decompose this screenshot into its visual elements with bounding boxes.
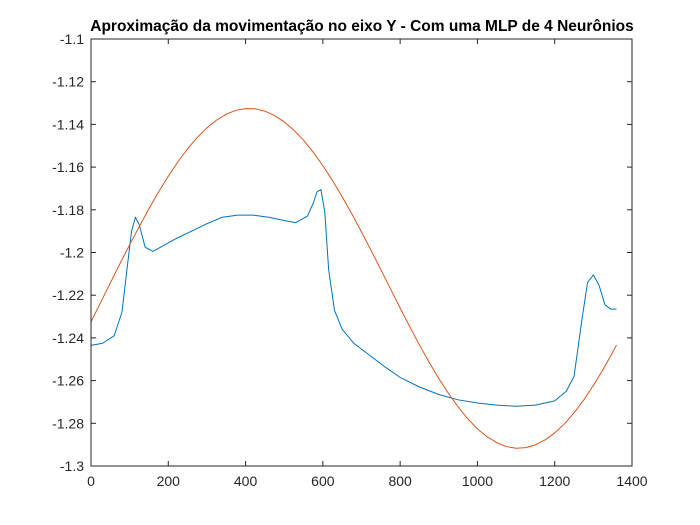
x-tick-label: 400 <box>234 473 258 489</box>
y-tick-label: -1.22 <box>52 287 84 303</box>
y-tick-label: -1.24 <box>52 330 84 346</box>
y-tick-label: -1.26 <box>52 373 84 389</box>
y-tick-label: -1.14 <box>52 116 84 132</box>
series-line-1 <box>90 189 617 407</box>
plot-area <box>91 39 632 466</box>
chart-title: Aproximação da movimentação no eixo Y - … <box>90 18 634 35</box>
series-layer <box>90 108 617 449</box>
y-tick-label: -1.18 <box>52 202 84 218</box>
series-line-2 <box>90 108 617 449</box>
x-tick-label: 1400 <box>616 473 647 489</box>
axes-layer: 0 200 400 600 800 1000 1200 1400 -1.3 -1.28 -1.26 -… <box>52 31 648 489</box>
y-tick-label: -1.2 <box>60 245 84 261</box>
y-tick-label: -1.12 <box>52 74 84 90</box>
y-tick-label: -1.3 <box>60 458 84 474</box>
x-tick-label: 1000 <box>462 473 493 489</box>
x-tick-label: 0 <box>87 473 95 489</box>
y-tick-label: -1.1 <box>60 31 84 47</box>
y-tick-label: -1.16 <box>52 159 84 175</box>
x-tick-label: 200 <box>157 473 181 489</box>
x-tick-label: 1200 <box>539 473 570 489</box>
y-tick-label: -1.28 <box>52 415 84 431</box>
x-tick-label: 600 <box>311 473 335 489</box>
x-tick-label: 800 <box>388 473 412 489</box>
